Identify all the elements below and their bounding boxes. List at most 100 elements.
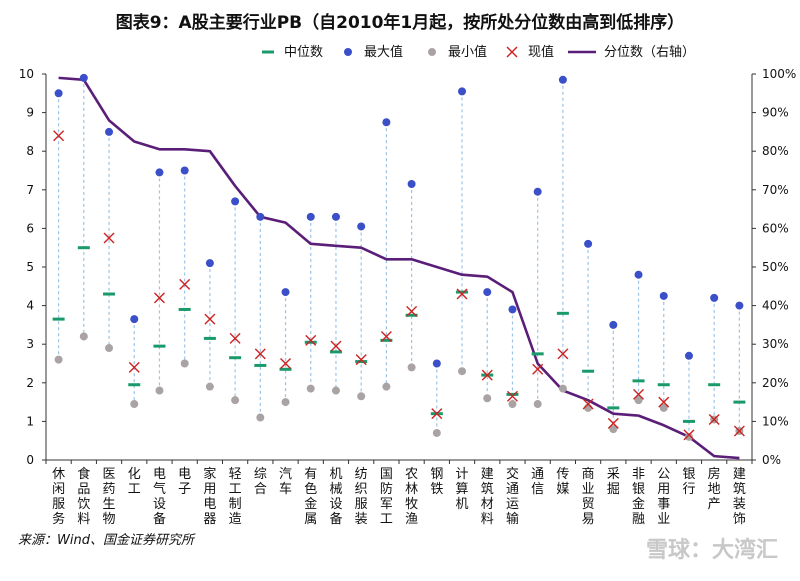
legend-swatch-point [344, 48, 352, 56]
max-point [659, 291, 668, 300]
max-point [533, 187, 542, 196]
current-value-mark [481, 369, 493, 381]
max-point [382, 118, 391, 127]
max-point [735, 301, 744, 310]
median-mark [279, 367, 292, 371]
legend-item: 最大值 [344, 44, 403, 60]
current-value-mark [103, 232, 115, 244]
y-left-tick-label: 4 [26, 299, 34, 313]
y-left-tick-label: 1 [26, 414, 34, 428]
category-label-char: 产 [708, 497, 721, 512]
min-point [105, 344, 114, 353]
legend-item: 分位数（右轴） [568, 45, 695, 60]
current-cross-b [431, 408, 443, 420]
current-cross-b [633, 388, 645, 400]
max-point [634, 270, 643, 279]
current-cross-b [179, 278, 191, 290]
max-point [231, 197, 240, 206]
category-label-char: 业 [657, 512, 670, 527]
category-label-char: 用 [203, 482, 216, 497]
min-point [659, 403, 668, 412]
category-label-char: 休 [52, 467, 65, 482]
median-mark [405, 313, 418, 317]
category-label-char: 饰 [733, 512, 746, 527]
percentile-line-layer [58, 76, 740, 460]
category-label: 传媒 [556, 467, 569, 497]
min-point [508, 400, 517, 409]
category-label: 房地产 [708, 466, 721, 512]
median-mark [77, 246, 90, 250]
current-value-mark [153, 292, 165, 304]
category-label: 汽车 [279, 467, 292, 497]
category-label-char: 造 [229, 512, 242, 527]
category-label-char: 备 [329, 511, 342, 527]
category-label-char: 牧 [405, 497, 418, 512]
current-cross-b [658, 396, 670, 408]
max-point [584, 239, 593, 248]
category-label-char: 工 [229, 482, 242, 497]
category-label-char: 料 [481, 512, 494, 527]
category-label: 非银金融 [632, 467, 645, 527]
current-cross-b [204, 313, 216, 325]
current-cross-b [456, 288, 468, 300]
category-label: 采掘 [607, 467, 620, 497]
median-mark [506, 392, 519, 396]
category-label-char: 防 [380, 481, 393, 497]
median-mark [355, 360, 368, 364]
watermark: 雪球：大湾汇 [645, 538, 778, 563]
y-right-tick-label: 40% [762, 299, 789, 313]
category-label-char: 信 [531, 482, 544, 497]
percentile-line [58, 76, 740, 460]
category-label-char: 纺 [355, 467, 368, 482]
category-label-char: 电 [203, 497, 216, 512]
current-cross-b [406, 305, 418, 317]
category-label-char: 电 [178, 467, 191, 482]
category-label: 建筑装饰 [733, 467, 746, 527]
category-labels-layer: 休闲服务食品饮料医药生物化工电气设备电子家用电器轻工制造综合汽车有色金属机械设备… [52, 466, 746, 527]
category-label: 通信 [531, 467, 544, 497]
current-cross-b [733, 425, 745, 437]
max-point [130, 315, 139, 324]
y-right-tick-label: 50% [762, 260, 789, 274]
category-label-char: 汽 [279, 467, 292, 482]
category-label: 家用电器 [203, 466, 216, 527]
category-label-char: 事 [657, 497, 670, 512]
category-label-char: 属 [304, 512, 317, 527]
category-label: 医药生物 [103, 467, 116, 527]
category-label-char: 气 [153, 481, 166, 497]
category-label-char: 务 [52, 511, 65, 527]
median-mark [708, 383, 721, 387]
current-value-mark [330, 340, 342, 352]
category-label-char: 工 [380, 512, 393, 527]
y-left-tick-label: 8 [26, 144, 34, 158]
median-mark [203, 336, 216, 340]
current-cross-b [229, 332, 241, 344]
category-label-char: 家 [203, 466, 216, 482]
category-label-char: 合 [254, 482, 267, 497]
category-label-char: 采 [607, 467, 620, 482]
category-label-char: 车 [279, 481, 292, 497]
median-mark [682, 419, 695, 423]
current-value-mark [280, 358, 292, 369]
current-cross-b [481, 369, 493, 381]
current-value-mark [557, 348, 569, 360]
category-label-char: 筑 [733, 481, 746, 497]
min-point [634, 396, 643, 405]
chart-source: 来源：Wind、国金证券研究所 [18, 533, 194, 548]
category-label: 电子 [178, 467, 191, 497]
max-point [54, 89, 63, 98]
category-label-char: 机 [329, 467, 342, 482]
min-point [357, 392, 366, 401]
median-mark [103, 292, 116, 296]
y-left-tick-label: 10 [19, 67, 34, 81]
max-point [256, 212, 265, 221]
min-point [54, 355, 63, 364]
category-label-char: 药 [103, 482, 116, 497]
category-label-char: 易 [582, 512, 595, 527]
category-label-char: 媒 [556, 482, 569, 497]
max-point [79, 73, 88, 82]
y-left-tick-label: 0 [26, 453, 34, 467]
category-label-char: 融 [632, 512, 645, 527]
category-label-char: 备 [153, 511, 166, 527]
